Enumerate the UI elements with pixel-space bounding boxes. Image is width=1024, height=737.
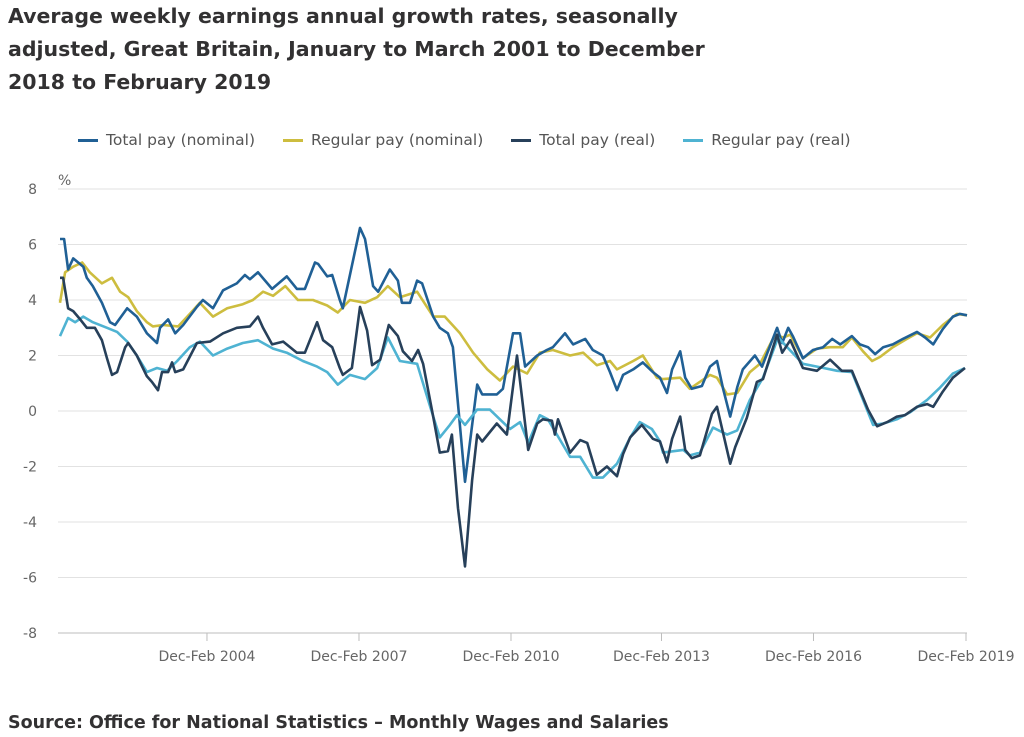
y-tick-label: 6	[28, 238, 37, 254]
legend-swatch	[283, 138, 303, 142]
legend-item-total-pay-nominal[interactable]: Total pay (nominal)	[78, 131, 255, 149]
legend-label: Regular pay (nominal)	[311, 131, 484, 149]
x-tick-label: Dec-Feb 2013	[613, 649, 710, 665]
y-tick-label: -8	[23, 626, 37, 642]
y-tick-label: 2	[28, 349, 37, 365]
y-tick-label: -2	[23, 460, 37, 476]
x-tick-label: Dec-Feb 2007	[310, 649, 407, 665]
series-line-regular-pay-real[interactable]	[58, 315, 966, 479]
legend-item-total-pay-real[interactable]: Total pay (real)	[511, 131, 655, 149]
y-tick-label: 8	[28, 182, 37, 198]
series-line-total-pay-nominal[interactable]	[60, 226, 968, 484]
y-tick-label: -6	[23, 571, 37, 587]
legend-label: Regular pay (real)	[711, 131, 851, 149]
legend-item-regular-pay-nominal[interactable]: Regular pay (nominal)	[283, 131, 483, 149]
source-note: Source: Office for National Statistics –…	[8, 713, 669, 733]
y-tick-label: -4	[23, 515, 37, 531]
x-tick-label: Dec-Feb 2016	[765, 649, 862, 665]
x-tick-label: Dec-Feb 2004	[158, 649, 255, 665]
legend-swatch	[683, 138, 704, 142]
legend-label: Total pay (nominal)	[106, 131, 255, 149]
x-tick-label: Dec-Feb 2019	[917, 649, 1014, 665]
legend: Total pay (nominal) Regular pay (nominal…	[78, 131, 879, 149]
y-axis-unit-label: %	[58, 173, 71, 189]
chart-title: Average weekly earnings annual growth ra…	[8, 4, 705, 94]
legend-label: Total pay (real)	[539, 131, 656, 149]
legend-item-regular-pay-real[interactable]: Regular pay (real)	[683, 131, 851, 149]
y-tick-label: 0	[28, 404, 37, 420]
legend-swatch	[511, 138, 532, 142]
legend-swatch	[78, 138, 98, 142]
x-tick-label: Dec-Feb 2010	[462, 649, 559, 665]
y-tick-label: 4	[28, 293, 37, 309]
series-line-total-pay-real[interactable]	[60, 276, 966, 568]
